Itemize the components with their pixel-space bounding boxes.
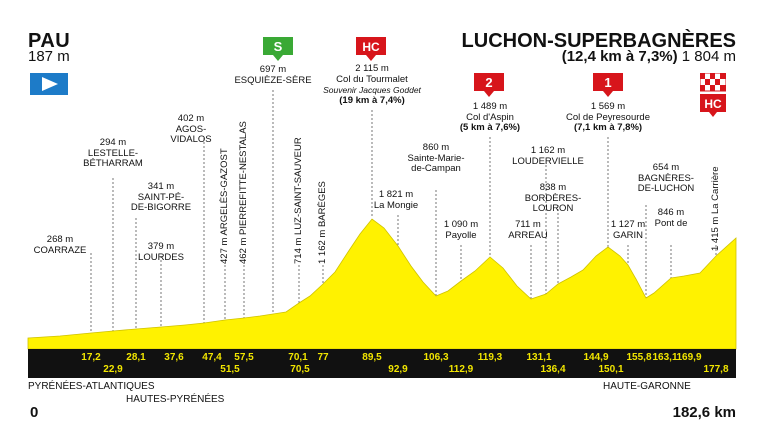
km-marker: 47,4 <box>202 352 222 363</box>
label-loudervielle: 1 162 m LOUDERVIELLE <box>512 145 584 167</box>
finish-flag-icon <box>700 73 726 92</box>
km-marker: 28,1 <box>126 352 146 363</box>
label-sainte-marie: 860 m Sainte-Marie-de-Campan <box>407 142 465 174</box>
cat1-peyresourde-badge-icon: 1 <box>593 73 623 97</box>
label-arreau: 711 m ARREAU <box>508 219 548 241</box>
km-marker: 106,3 <box>423 352 449 363</box>
cat1-badge-label: 1 <box>604 75 611 90</box>
hc-badge-label: HC <box>362 40 380 54</box>
km-marker: 150,1 <box>598 364 624 375</box>
finish-climb: (12,4 km à 7,3%) <box>561 48 678 65</box>
label-lestelle: 294 m LESTELLE- BÉTHARRAM <box>83 137 143 169</box>
label-agos: 402 m AGOS- VIDALOS <box>170 113 212 145</box>
km-marker: 22,9 <box>103 364 123 375</box>
label-bagneres: 654 m BAGNÈRES- DE-LUCHON <box>637 162 695 194</box>
label-payolle: 1 090 m Payolle <box>443 219 479 241</box>
km-marker: 37,6 <box>164 352 184 363</box>
start-city: PAU <box>28 30 71 52</box>
label-aspin: 1 489 m Col d'Aspin (5 km à 7,6%) <box>459 101 521 133</box>
hc-tourmalet-badge-icon: HC <box>356 37 386 61</box>
department-hautes-pyrenees: HAUTES-PYRÉNÉES <box>126 394 225 405</box>
km-marker: 17,2 <box>81 352 101 363</box>
km-marker: 89,5 <box>362 352 382 363</box>
label-pont-ravi: 846 m Pont de <box>654 207 688 229</box>
km-marker: 119,3 <box>477 352 503 363</box>
label-tourmalet: 2 115 m Col du Tourmalet Souvenir Jacques… <box>323 63 421 106</box>
finish-altitude: 1 804 m <box>681 48 736 65</box>
label-carriere: 1 415 m La Carrière <box>710 166 721 251</box>
label-luz: 714 m LUZ-SAINT-SAUVEUR <box>293 137 304 264</box>
leader-lines <box>90 90 717 340</box>
label-bareges: 1 162 m BARÈGES <box>317 181 328 264</box>
cat2-aspin-badge-icon: 2 <box>474 73 504 97</box>
start-arrow-icon <box>30 73 68 95</box>
finish-hc-badge-icon: HC <box>700 73 726 117</box>
km-marker: 92,9 <box>388 364 408 375</box>
cat2-badge-label: 2 <box>485 75 492 90</box>
km-marker: 169,9 <box>676 352 702 363</box>
label-esquieze: 697 m ESQUIÈZE-SÈRE <box>234 64 312 86</box>
label-saint-pe: 341 m SAINT-PÉ- DE-BIGORRE <box>130 181 192 213</box>
distance-start: 0 <box>30 404 39 421</box>
km-marker: 57,5 <box>234 352 254 363</box>
label-pierrefitte: 462 m PIERREFITTE-NESTALAS <box>238 121 249 264</box>
km-marker: 70,1 <box>288 352 308 363</box>
km-marker: 163,1 <box>652 352 678 363</box>
km-marker: 112,9 <box>448 364 474 375</box>
department-pyrenees-atlantiques: PYRÉNÉES-ATLANTIQUES <box>28 381 155 392</box>
finish-city: LUCHON-SUPERBAGNÈRES <box>461 30 736 52</box>
label-argeles: 427 m ARGELÈS-GAZOST <box>219 148 230 264</box>
km-bar <box>28 349 736 378</box>
km-marker: 131,1 <box>526 352 552 363</box>
elevation-fill <box>27 218 737 350</box>
department-haute-garonne: HAUTE-GARONNE <box>603 381 691 392</box>
label-coarraze: 268 m COARRAZE <box>33 234 87 256</box>
finish-hc-label: HC <box>704 97 722 111</box>
start-altitude: 187 m <box>28 48 70 65</box>
sprint-badge-label: S <box>274 39 283 54</box>
label-peyresourde: 1 569 m Col de Peyresourde (7,1 km à 7,8%) <box>566 101 650 133</box>
sprint-badge-icon: S <box>263 37 293 61</box>
km-marker: 51,5 <box>220 364 240 375</box>
km-marker: 144,9 <box>583 352 609 363</box>
label-borderes: 838 m BORDÈRES- LOURON <box>524 182 582 214</box>
km-marker: 136,4 <box>540 364 566 375</box>
label-garin: 1 127 m GARIN <box>610 219 646 241</box>
distance-total: 182,6 km <box>672 404 736 421</box>
label-la-mongie: 1 821 m La Mongie <box>373 189 419 211</box>
km-marker: 70,5 <box>290 364 310 375</box>
label-lourdes: 379 m LOURDES <box>138 241 184 263</box>
km-marker: 155,8 <box>626 352 652 363</box>
km-marker: 77 <box>317 352 329 363</box>
km-marker: 177,8 <box>703 364 729 375</box>
finish-subtitle: (12,4 km à 7,3%) 1 804 m <box>562 48 736 65</box>
